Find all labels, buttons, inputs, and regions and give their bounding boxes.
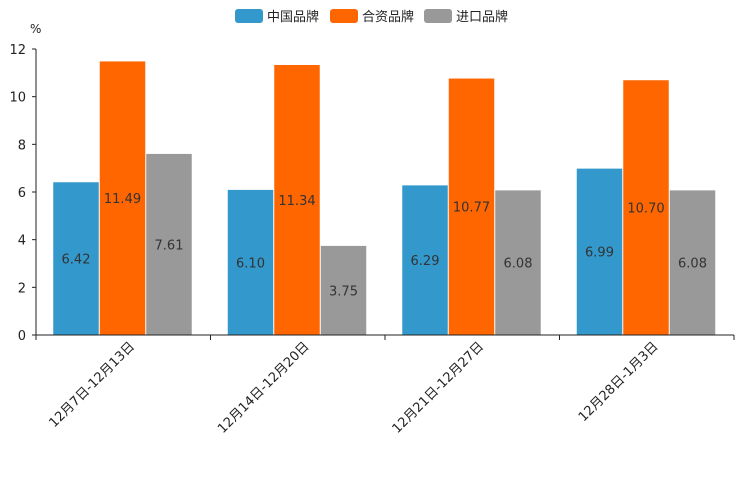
y-tick-label: 2 — [18, 281, 26, 296]
bar-value-label: 6.10 — [236, 256, 265, 271]
y-tick-label: 0 — [18, 329, 26, 344]
legend-swatch-1 — [235, 9, 263, 23]
bar-1-3 — [401, 184, 449, 336]
bar-1-1 — [52, 181, 100, 336]
y-axis-unit-label: % — [30, 22, 41, 36]
bar-value-label: 6.99 — [585, 246, 614, 261]
bar-2-3 — [448, 78, 495, 336]
y-tick-label: 12 — [9, 43, 26, 58]
bar-3-4 — [669, 189, 716, 336]
bar-value-label: 10.70 — [627, 201, 664, 216]
x-category-label: 12月28日-1月3日 — [576, 339, 662, 425]
bar-value-label: 11.34 — [278, 194, 315, 209]
bar-2-4 — [622, 79, 670, 336]
bars: 6.42 11.49 7.61 6.10 11.34 3.75 6.29 10.77 6.08 6… — [52, 60, 716, 336]
legend-swatch-2 — [330, 9, 358, 23]
x-category-label: 12月14日-12月20日 — [215, 339, 312, 436]
bar-value-label: 6.08 — [504, 257, 533, 272]
x-category-label: 12月7日-12月13日 — [46, 339, 138, 431]
x-category-label: 12月21日-12月27日 — [390, 339, 487, 436]
y-tick-label: 4 — [18, 234, 26, 249]
legend-label-3: 进口品牌 — [456, 9, 508, 25]
legend-label-2: 合资品牌 — [362, 9, 414, 25]
legend-swatch-3 — [424, 9, 452, 23]
legend: 中国品牌 合资品牌 进口品牌 — [235, 9, 508, 25]
legend-label-1: 中国品牌 — [267, 9, 319, 25]
bar-value-label: 6.08 — [678, 257, 707, 272]
bar-value-label: 3.75 — [329, 284, 358, 299]
bar-3-2 — [320, 245, 367, 336]
y-tick-label: 8 — [18, 138, 26, 153]
bar-1-2 — [227, 189, 274, 336]
bar-value-label: 10.77 — [453, 201, 490, 216]
bar-1-4 — [576, 168, 623, 336]
x-axis: 12月7日-12月13日 12月14日-12月20日 12月21日-12月27日 12… — [35, 334, 735, 437]
y-tick-label: 6 — [18, 186, 26, 201]
bar-value-label: 7.61 — [155, 238, 184, 253]
bar-2-2 — [273, 64, 321, 336]
bar-2-1 — [99, 60, 146, 336]
bar-value-label: 6.29 — [411, 254, 440, 269]
y-tick-label: 10 — [9, 91, 26, 106]
bar-3-1 — [145, 153, 193, 336]
bar-value-label: 6.42 — [62, 252, 91, 267]
y-axis: 0 2 4 6 8 10 12 — [9, 43, 37, 344]
bar-value-label: 11.49 — [104, 192, 141, 207]
